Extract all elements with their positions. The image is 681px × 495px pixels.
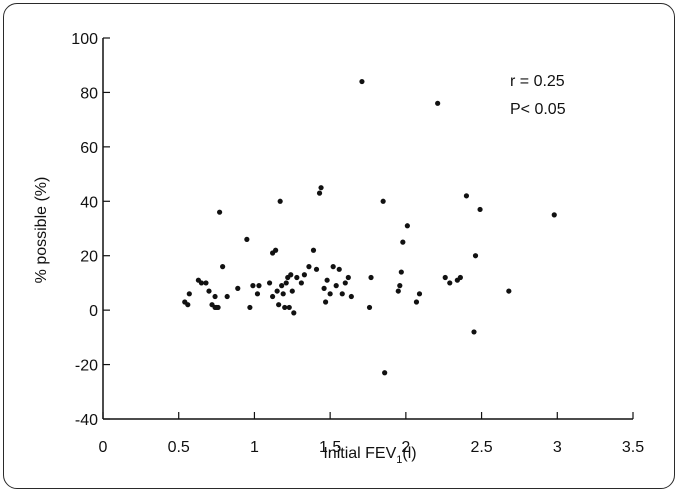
- data-point: [349, 294, 354, 299]
- data-point: [255, 291, 260, 296]
- data-point: [250, 283, 255, 288]
- y-axis-title: % possible (%): [33, 177, 50, 284]
- x-tick-label: 3: [553, 439, 562, 456]
- data-point: [288, 272, 293, 277]
- data-point: [399, 269, 404, 274]
- annotation-p: P< 0.05: [510, 101, 566, 118]
- annotation-r: r = 0.25: [510, 73, 565, 90]
- data-point: [317, 191, 322, 196]
- x-tick-label: 1: [250, 439, 259, 456]
- data-point: [256, 283, 261, 288]
- data-point: [281, 291, 286, 296]
- data-point: [311, 248, 316, 253]
- data-point: [267, 280, 272, 285]
- data-point: [278, 199, 283, 204]
- data-point: [225, 294, 230, 299]
- x-tick-label: 3.5: [622, 439, 644, 456]
- data-points: [182, 79, 557, 375]
- x-axis-title-tail: (l): [402, 445, 416, 462]
- x-tick-label: 2.5: [470, 439, 492, 456]
- data-point: [187, 291, 192, 296]
- data-point: [435, 101, 440, 106]
- data-point: [368, 275, 373, 280]
- data-point: [323, 299, 328, 304]
- x-tick-label: 0.5: [168, 439, 190, 456]
- data-point: [359, 79, 364, 84]
- y-tick-label: -40: [75, 412, 98, 429]
- data-point: [220, 264, 225, 269]
- data-point: [506, 288, 511, 293]
- data-point: [331, 264, 336, 269]
- data-point: [382, 370, 387, 375]
- data-point: [206, 288, 211, 293]
- data-point: [270, 294, 275, 299]
- data-point: [477, 207, 482, 212]
- axes: [103, 38, 633, 419]
- data-point: [367, 305, 372, 310]
- data-point: [235, 286, 240, 291]
- data-point: [217, 210, 222, 215]
- x-axis-title: Initial FEV1(l): [323, 445, 416, 466]
- data-point: [247, 305, 252, 310]
- data-point: [443, 275, 448, 280]
- data-point: [294, 275, 299, 280]
- data-point: [321, 286, 326, 291]
- data-point: [340, 291, 345, 296]
- data-point: [299, 280, 304, 285]
- data-point: [199, 280, 204, 285]
- data-point: [447, 280, 452, 285]
- data-point: [471, 329, 476, 334]
- data-point: [325, 278, 330, 283]
- x-axis-title-main: Initial FEV: [323, 445, 396, 462]
- data-point: [473, 253, 478, 258]
- data-point: [343, 280, 348, 285]
- data-point: [405, 223, 410, 228]
- data-point: [400, 240, 405, 245]
- data-point: [203, 280, 208, 285]
- y-tick-label: 20: [80, 249, 98, 266]
- data-point: [291, 310, 296, 315]
- y-tick-label: 100: [71, 31, 98, 48]
- data-point: [328, 291, 333, 296]
- data-point: [276, 302, 281, 307]
- y-tick-label: 60: [80, 140, 98, 157]
- data-point: [381, 199, 386, 204]
- x-tick-label: 0: [99, 439, 108, 456]
- data-point: [185, 302, 190, 307]
- data-point: [464, 193, 469, 198]
- data-point: [396, 288, 401, 293]
- data-point: [318, 185, 323, 190]
- data-point: [314, 267, 319, 272]
- data-point: [458, 275, 463, 280]
- data-point: [417, 291, 422, 296]
- data-point: [284, 280, 289, 285]
- data-point: [275, 288, 280, 293]
- data-point: [334, 283, 339, 288]
- data-point: [306, 264, 311, 269]
- data-point: [397, 283, 402, 288]
- data-point: [279, 283, 284, 288]
- data-point: [215, 305, 220, 310]
- data-point: [282, 305, 287, 310]
- y-tick-label: -20: [75, 358, 98, 375]
- data-point: [290, 288, 295, 293]
- y-tick-label: 40: [80, 194, 98, 211]
- data-point: [212, 294, 217, 299]
- data-point: [552, 212, 557, 217]
- data-point: [244, 237, 249, 242]
- y-tick-label: 80: [80, 85, 98, 102]
- data-point: [302, 272, 307, 277]
- data-point: [346, 275, 351, 280]
- data-point: [273, 248, 278, 253]
- data-point: [287, 305, 292, 310]
- data-point: [337, 267, 342, 272]
- y-tick-label: 0: [89, 303, 98, 320]
- tick-marks: [103, 38, 633, 419]
- data-point: [414, 299, 419, 304]
